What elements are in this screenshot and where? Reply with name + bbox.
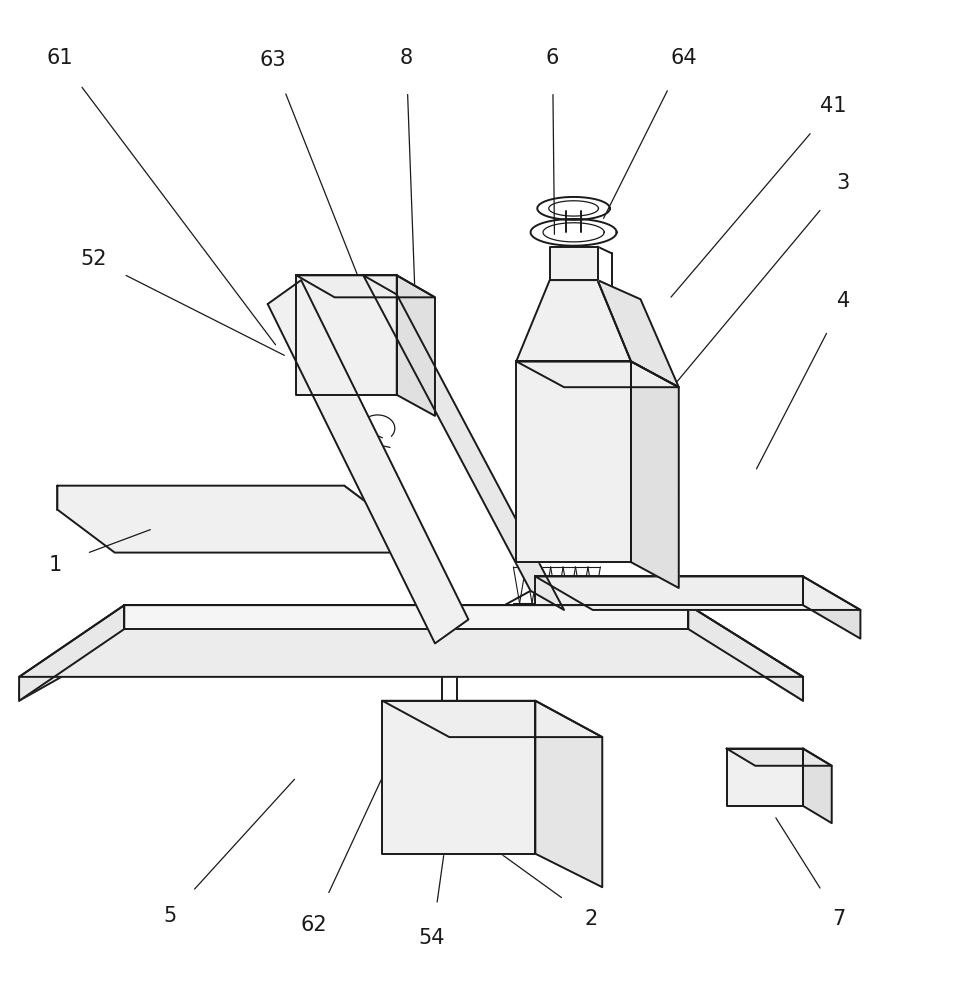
Polygon shape (688, 605, 803, 701)
Text: 41: 41 (820, 96, 847, 116)
Text: 8: 8 (400, 48, 413, 68)
Text: 4: 4 (836, 291, 850, 311)
Polygon shape (124, 605, 688, 629)
Polygon shape (19, 605, 124, 701)
Polygon shape (296, 275, 397, 395)
Polygon shape (598, 280, 679, 387)
Polygon shape (535, 701, 602, 887)
Text: 61: 61 (47, 48, 74, 68)
Polygon shape (382, 701, 602, 737)
Polygon shape (535, 576, 860, 610)
Polygon shape (727, 749, 832, 766)
Text: 2: 2 (584, 909, 598, 929)
Text: 54: 54 (419, 928, 445, 948)
Text: 52: 52 (80, 249, 107, 269)
Text: 62: 62 (300, 915, 327, 935)
Text: 5: 5 (163, 906, 177, 926)
Polygon shape (727, 749, 803, 806)
Polygon shape (57, 486, 402, 553)
Polygon shape (19, 605, 803, 701)
Polygon shape (803, 749, 832, 823)
Polygon shape (516, 361, 631, 562)
Polygon shape (535, 576, 803, 605)
Polygon shape (631, 361, 679, 588)
Text: 6: 6 (546, 48, 559, 68)
Text: 63: 63 (259, 50, 286, 70)
Text: 64: 64 (670, 48, 697, 68)
Polygon shape (382, 701, 535, 854)
Polygon shape (516, 361, 679, 387)
Polygon shape (397, 275, 435, 416)
Text: 1: 1 (49, 555, 62, 575)
Text: 3: 3 (836, 173, 850, 193)
Polygon shape (803, 576, 860, 639)
Polygon shape (268, 280, 468, 643)
Polygon shape (363, 275, 564, 610)
Polygon shape (516, 280, 631, 361)
Polygon shape (550, 247, 598, 280)
Text: 7: 7 (833, 909, 846, 929)
Polygon shape (19, 605, 803, 677)
Polygon shape (296, 275, 435, 297)
